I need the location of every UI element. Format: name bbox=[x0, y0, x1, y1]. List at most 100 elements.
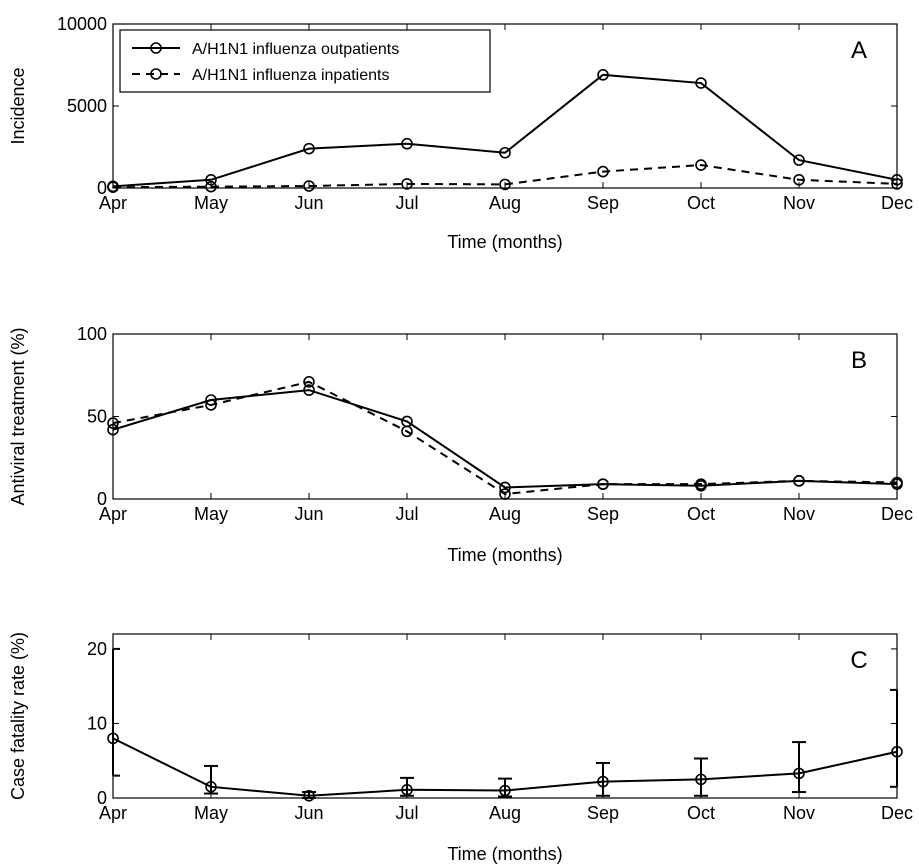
y-tick-label: 100 bbox=[77, 324, 107, 344]
x-tick-label: Apr bbox=[99, 803, 127, 823]
x-tick-label: Sep bbox=[587, 193, 619, 213]
data-point bbox=[695, 77, 707, 89]
data-point bbox=[597, 478, 609, 490]
x-tick-label: Aug bbox=[489, 504, 521, 524]
data-point bbox=[597, 69, 609, 81]
x-tick-label: Oct bbox=[687, 803, 715, 823]
data-point bbox=[401, 137, 413, 150]
x-tick-label: Nov bbox=[783, 803, 815, 823]
axis-frame bbox=[112, 333, 898, 500]
data-point bbox=[107, 732, 119, 745]
data-point bbox=[303, 376, 315, 388]
x-tick-label: Dec bbox=[881, 803, 913, 823]
data-point bbox=[401, 178, 413, 190]
data-point bbox=[205, 399, 217, 411]
data-point bbox=[107, 423, 119, 436]
x-tick-label: Dec bbox=[881, 504, 913, 524]
data-point bbox=[303, 142, 315, 155]
y-tick-label: 20 bbox=[87, 639, 107, 659]
y-axis-label: Incidence bbox=[8, 67, 28, 144]
data-point bbox=[205, 180, 217, 193]
panel-B: Apr May Jun Jul Aug Sep Oct Nov Dec 0 50 100 Time (m… bbox=[8, 324, 913, 565]
data-point bbox=[891, 174, 903, 186]
data-point bbox=[891, 745, 903, 758]
x-tick-label: May bbox=[194, 193, 228, 213]
panel-letter: A bbox=[851, 37, 867, 64]
x-tick-label: Jul bbox=[395, 504, 418, 524]
data-point bbox=[695, 159, 707, 171]
data-point bbox=[303, 180, 315, 192]
data-point bbox=[107, 417, 119, 429]
x-tick-label: Apr bbox=[99, 504, 127, 524]
y-tick-label: 0 bbox=[97, 178, 107, 198]
series-line bbox=[112, 389, 898, 489]
x-tick-label: Aug bbox=[489, 193, 521, 213]
data-point bbox=[401, 783, 413, 796]
series-solid bbox=[107, 647, 903, 802]
data-point bbox=[499, 784, 511, 797]
y-tick-label: 10 bbox=[87, 713, 107, 733]
y-tick-label: 10000 bbox=[57, 14, 107, 34]
legend-label: A/H1N1 influenza outpatients bbox=[192, 41, 399, 58]
series-dashed bbox=[107, 376, 903, 500]
data-point bbox=[499, 178, 511, 191]
x-tick-label: Sep bbox=[587, 803, 619, 823]
legend-marker bbox=[150, 68, 162, 80]
data-point bbox=[205, 174, 217, 186]
data-point bbox=[401, 425, 413, 438]
panel-letter: C bbox=[850, 647, 867, 674]
legend: A/H1N1 influenza outpatients A/H1N1 influ… bbox=[119, 29, 491, 93]
x-tick-label: Aug bbox=[489, 803, 521, 823]
series-line bbox=[112, 737, 898, 797]
series-dashed bbox=[107, 159, 903, 193]
y-tick-label: 5000 bbox=[67, 96, 107, 116]
series-solid bbox=[107, 69, 903, 193]
data-point bbox=[695, 478, 707, 490]
data-point bbox=[499, 146, 511, 159]
series-line bbox=[112, 164, 898, 189]
data-point bbox=[793, 475, 805, 487]
data-point bbox=[597, 775, 609, 788]
y-tick-label: 50 bbox=[87, 407, 107, 427]
data-point bbox=[499, 488, 511, 500]
x-tick-label: Jun bbox=[294, 504, 323, 524]
series-line bbox=[112, 380, 898, 496]
axis-frame bbox=[112, 633, 898, 799]
x-tick-label: Nov bbox=[783, 504, 815, 524]
legend-marker bbox=[150, 42, 162, 54]
data-point bbox=[499, 481, 511, 494]
x-tick-label: Nov bbox=[783, 193, 815, 213]
data-point bbox=[107, 181, 119, 193]
y-axis-label: Case fatality rate (%) bbox=[8, 632, 28, 800]
x-tick-label: Jul bbox=[395, 803, 418, 823]
data-point bbox=[303, 789, 315, 802]
x-axis-label: Time (months) bbox=[447, 232, 562, 252]
x-tick-label: Jun bbox=[294, 193, 323, 213]
x-axis-label: Time (months) bbox=[447, 844, 562, 864]
panel-A: Apr May Jun Jul Aug Sep Oct Nov Dec 0 5000 10000 Tim… bbox=[8, 14, 913, 252]
panel-letter: B bbox=[851, 347, 867, 374]
x-tick-label: Oct bbox=[687, 504, 715, 524]
x-tick-label: Dec bbox=[881, 193, 913, 213]
x-tick-label: May bbox=[194, 803, 228, 823]
data-point bbox=[695, 773, 707, 786]
data-point bbox=[205, 781, 217, 793]
x-tick-label: Sep bbox=[587, 504, 619, 524]
panel-C: Apr May Jun Jul Aug Sep Oct Nov Dec 0 10 20 Time (mo… bbox=[8, 632, 913, 864]
series-line bbox=[112, 73, 898, 188]
data-point bbox=[793, 154, 805, 166]
x-axis-label: Time (months) bbox=[447, 545, 562, 565]
data-point bbox=[891, 178, 903, 190]
x-tick-label: Jul bbox=[395, 193, 418, 213]
y-tick-label: 0 bbox=[97, 489, 107, 509]
x-tick-label: Apr bbox=[99, 193, 127, 213]
x-tick-label: Oct bbox=[687, 193, 715, 213]
data-point bbox=[303, 384, 315, 396]
data-point bbox=[597, 165, 609, 178]
x-tick-label: Jun bbox=[294, 803, 323, 823]
data-point bbox=[891, 476, 903, 489]
x-tick-label: May bbox=[194, 504, 228, 524]
y-axis-label: Antiviral treatment (%) bbox=[8, 327, 28, 505]
data-point bbox=[793, 767, 805, 780]
